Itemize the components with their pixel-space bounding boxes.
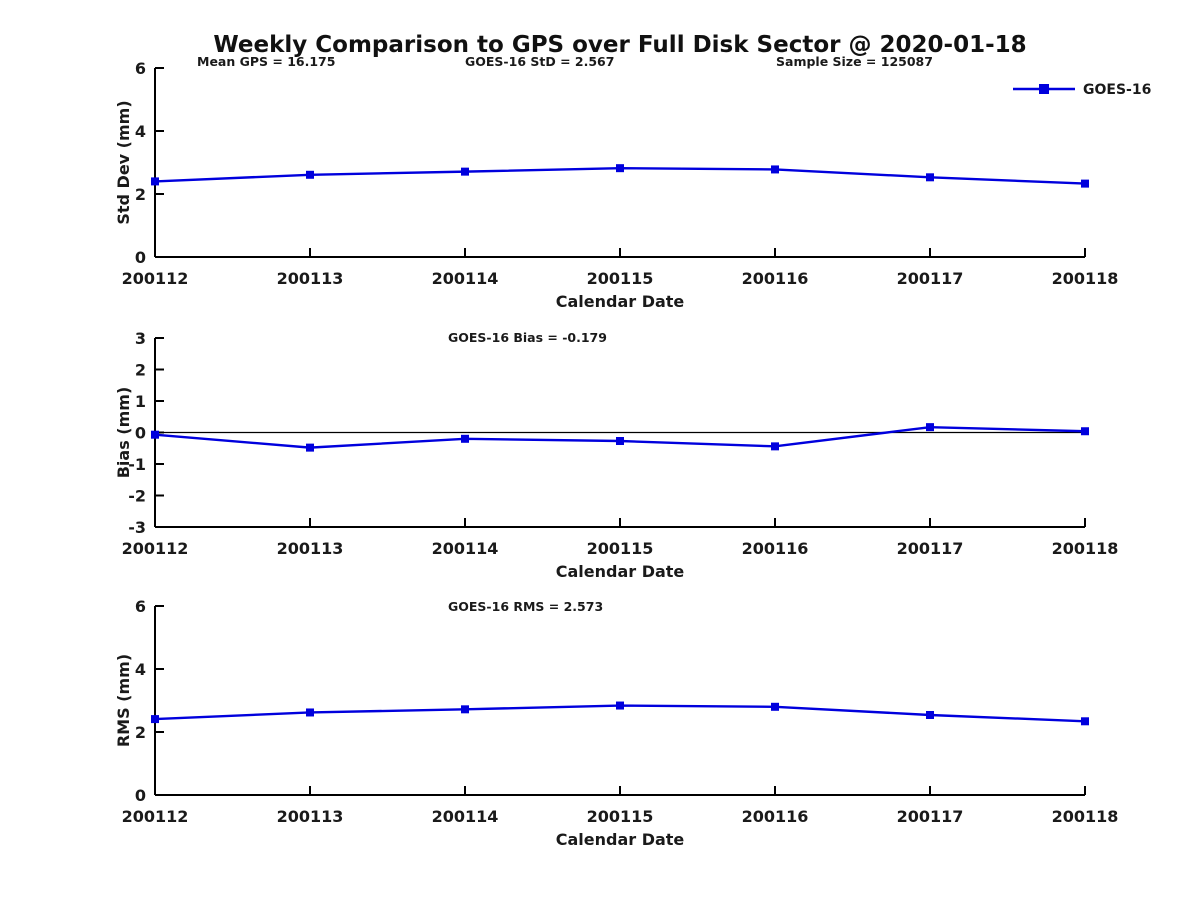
data-point-marker <box>151 715 159 724</box>
data-point-marker <box>926 173 934 182</box>
data-point-marker <box>151 177 159 186</box>
x-tick-label: 200114 <box>432 807 499 826</box>
x-tick-label: 200115 <box>587 807 654 826</box>
x-tick-label: 200112 <box>122 807 189 826</box>
data-point-marker <box>461 434 469 443</box>
legend-label: GOES-16 <box>1083 82 1151 98</box>
y-tick-label: 0 <box>135 248 146 267</box>
data-point-marker <box>151 430 159 439</box>
data-point-marker <box>306 170 314 179</box>
annotation: Mean GPS = 16.175 <box>197 54 335 69</box>
y-tick-label: 2 <box>135 361 146 380</box>
legend-marker <box>1039 84 1049 94</box>
y-tick-label: 2 <box>135 723 146 742</box>
x-tick-label: 200116 <box>742 269 809 288</box>
y-tick-label: 0 <box>135 786 146 805</box>
data-point-marker <box>461 705 469 714</box>
x-axis-title: Calendar Date <box>556 562 685 581</box>
y-axis-title: Bias (mm) <box>114 387 133 479</box>
y-tick-label: 0 <box>135 424 146 443</box>
y-tick-label: -1 <box>128 455 146 474</box>
data-point-marker <box>1081 179 1089 188</box>
data-point-marker <box>771 702 779 711</box>
y-tick-label: -3 <box>128 518 146 537</box>
data-point-marker <box>616 701 624 710</box>
y-tick-label: 3 <box>135 329 146 348</box>
x-tick-label: 200112 <box>122 539 189 558</box>
y-tick-label: 6 <box>135 59 146 78</box>
data-point-marker <box>1081 427 1089 436</box>
x-axis-title: Calendar Date <box>556 292 685 311</box>
data-point-marker <box>926 710 934 719</box>
x-tick-label: 200115 <box>587 269 654 288</box>
y-tick-label: -2 <box>128 487 146 506</box>
data-point-marker <box>771 442 779 451</box>
x-tick-label: 200115 <box>587 539 654 558</box>
x-tick-label: 200118 <box>1052 269 1119 288</box>
x-tick-label: 200118 <box>1052 539 1119 558</box>
y-tick-label: 4 <box>135 660 146 679</box>
x-tick-label: 200118 <box>1052 807 1119 826</box>
annotation: GOES-16 RMS = 2.573 <box>448 599 603 614</box>
data-point-marker <box>616 437 624 446</box>
data-point-marker <box>306 443 314 452</box>
annotation: GOES-16 Bias = -0.179 <box>448 330 607 345</box>
y-axis-title: RMS (mm) <box>114 654 133 747</box>
x-tick-label: 200117 <box>897 269 964 288</box>
x-tick-label: 200113 <box>277 807 344 826</box>
y-tick-label: 4 <box>135 122 146 141</box>
data-point-marker <box>771 165 779 174</box>
x-tick-label: 200113 <box>277 539 344 558</box>
x-tick-label: 200116 <box>742 539 809 558</box>
x-tick-label: 200117 <box>897 539 964 558</box>
data-point-marker <box>461 167 469 176</box>
data-point-marker <box>926 423 934 432</box>
data-point-marker <box>306 708 314 717</box>
annotation: Sample Size = 125087 <box>776 54 933 69</box>
annotation: GOES-16 StD = 2.567 <box>465 54 614 69</box>
x-tick-label: 200114 <box>432 539 499 558</box>
figure-title: Weekly Comparison to GPS over Full Disk … <box>213 32 1027 58</box>
y-tick-label: 6 <box>135 597 146 616</box>
y-axis-title: Std Dev (mm) <box>114 100 133 224</box>
data-point-marker <box>1081 717 1089 726</box>
data-point-marker <box>616 164 624 173</box>
y-tick-label: 2 <box>135 185 146 204</box>
y-tick-label: 1 <box>135 392 146 411</box>
x-axis-title: Calendar Date <box>556 830 685 849</box>
x-tick-label: 200116 <box>742 807 809 826</box>
x-tick-label: 200112 <box>122 269 189 288</box>
x-tick-label: 200117 <box>897 807 964 826</box>
x-tick-label: 200114 <box>432 269 499 288</box>
x-tick-label: 200113 <box>277 269 344 288</box>
